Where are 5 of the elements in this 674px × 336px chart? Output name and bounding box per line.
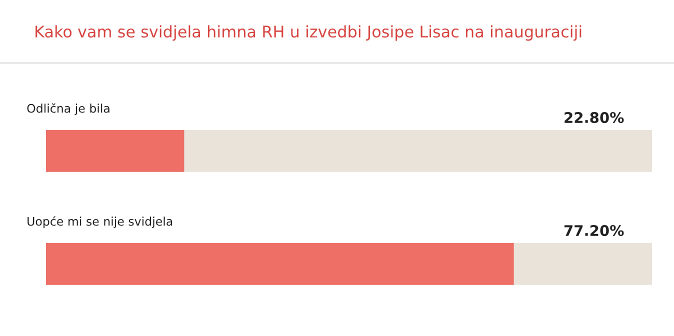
y-tick-label: Uopće mi se nije svidjela [28,216,172,228]
y-tick-label: Odlična je bila [27,103,110,116]
data-label: 77.20% [564,225,624,236]
chart-title: Kako vam se svidjela himna RH u izvedbi Josipe Lisac na inauguraciji [36,25,582,41]
data-label: 22.80% [564,112,624,124]
